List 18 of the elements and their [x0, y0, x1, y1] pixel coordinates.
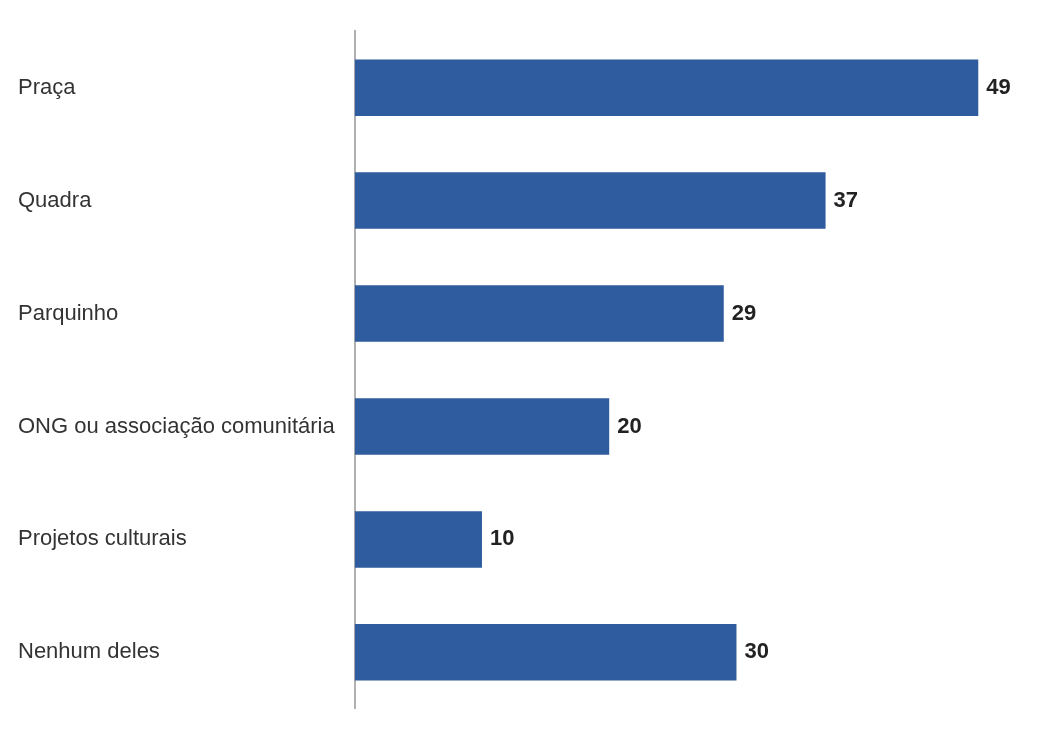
- data-label: 30: [744, 638, 769, 664]
- data-label: 37: [833, 186, 859, 212]
- data-label: 49: [986, 73, 1011, 99]
- bar: [354, 285, 724, 342]
- bar: [354, 511, 482, 568]
- data-label: 10: [489, 525, 515, 551]
- bar: [354, 172, 826, 229]
- y-tick-label: ONG ou associação comunitária: [18, 412, 336, 438]
- bar: [354, 624, 737, 681]
- data-label: 20: [617, 412, 642, 438]
- bar: [354, 59, 979, 116]
- y-tick-label: Parquinho: [18, 299, 119, 325]
- y-tick-label: Praça: [18, 73, 77, 99]
- y-tick-label: Nenhum deles: [18, 638, 160, 664]
- y-tick-label: Projetos culturais: [18, 525, 187, 551]
- bar: [354, 398, 610, 455]
- data-label: 29: [731, 299, 757, 325]
- y-tick-label: Quadra: [18, 186, 93, 212]
